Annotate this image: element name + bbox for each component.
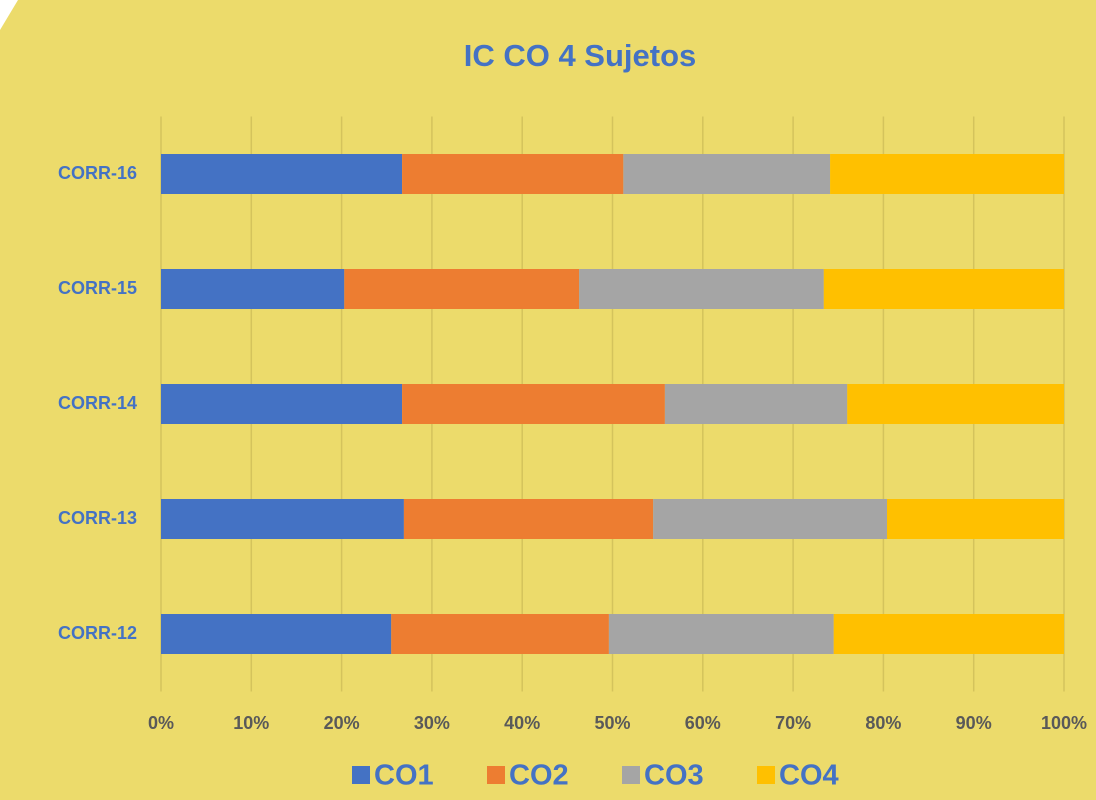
bar-segment <box>887 499 1064 539</box>
corner <box>0 0 18 30</box>
bar-segment <box>608 614 834 654</box>
y-tick-label: CORR-16 <box>58 163 137 183</box>
bar-segment <box>391 614 609 654</box>
x-tick-label: 0% <box>148 713 174 733</box>
bar-segment <box>402 384 665 424</box>
bar-segment <box>402 154 624 194</box>
bar-segment <box>664 384 848 424</box>
bar-segment <box>579 269 824 309</box>
y-tick-label: CORR-14 <box>58 393 137 413</box>
bar-segment <box>830 154 1064 194</box>
legend-label: CO3 <box>644 760 704 792</box>
y-tick-label: CORR-15 <box>58 278 137 298</box>
chart-title: IC CO 4 Sujetos <box>464 38 697 73</box>
bar-segment <box>161 499 404 539</box>
x-tick-label: 70% <box>775 713 811 733</box>
bar-segment <box>623 154 831 194</box>
legend-label: CO2 <box>509 760 569 792</box>
legend-swatch <box>487 766 505 784</box>
legend-swatch <box>352 766 370 784</box>
bar-segment <box>403 499 654 539</box>
x-tick-label: 40% <box>504 713 540 733</box>
x-tick-label: 30% <box>414 713 450 733</box>
x-tick-label: 90% <box>956 713 992 733</box>
bar-segment <box>161 384 403 424</box>
legend-swatch <box>622 766 640 784</box>
x-tick-label: 80% <box>865 713 901 733</box>
bar-segment <box>161 614 392 654</box>
legend-swatch <box>757 766 775 784</box>
bar-segment <box>653 499 888 539</box>
x-tick-label: 10% <box>233 713 269 733</box>
legend-label: CO4 <box>779 760 839 792</box>
y-tick-label: CORR-13 <box>58 508 137 528</box>
bar-segment <box>833 614 1064 654</box>
x-tick-label: 20% <box>324 713 360 733</box>
legend-label: CO1 <box>374 760 434 792</box>
x-tick-label: 60% <box>685 713 721 733</box>
x-tick-label: 50% <box>594 713 630 733</box>
bar-segment <box>161 154 403 194</box>
bar-segment <box>344 269 580 309</box>
bar-segment <box>823 269 1064 309</box>
x-tick-label: 100% <box>1041 713 1087 733</box>
bar-segment <box>161 269 345 309</box>
bar-segment <box>847 384 1064 424</box>
y-tick-label: CORR-12 <box>58 623 137 643</box>
